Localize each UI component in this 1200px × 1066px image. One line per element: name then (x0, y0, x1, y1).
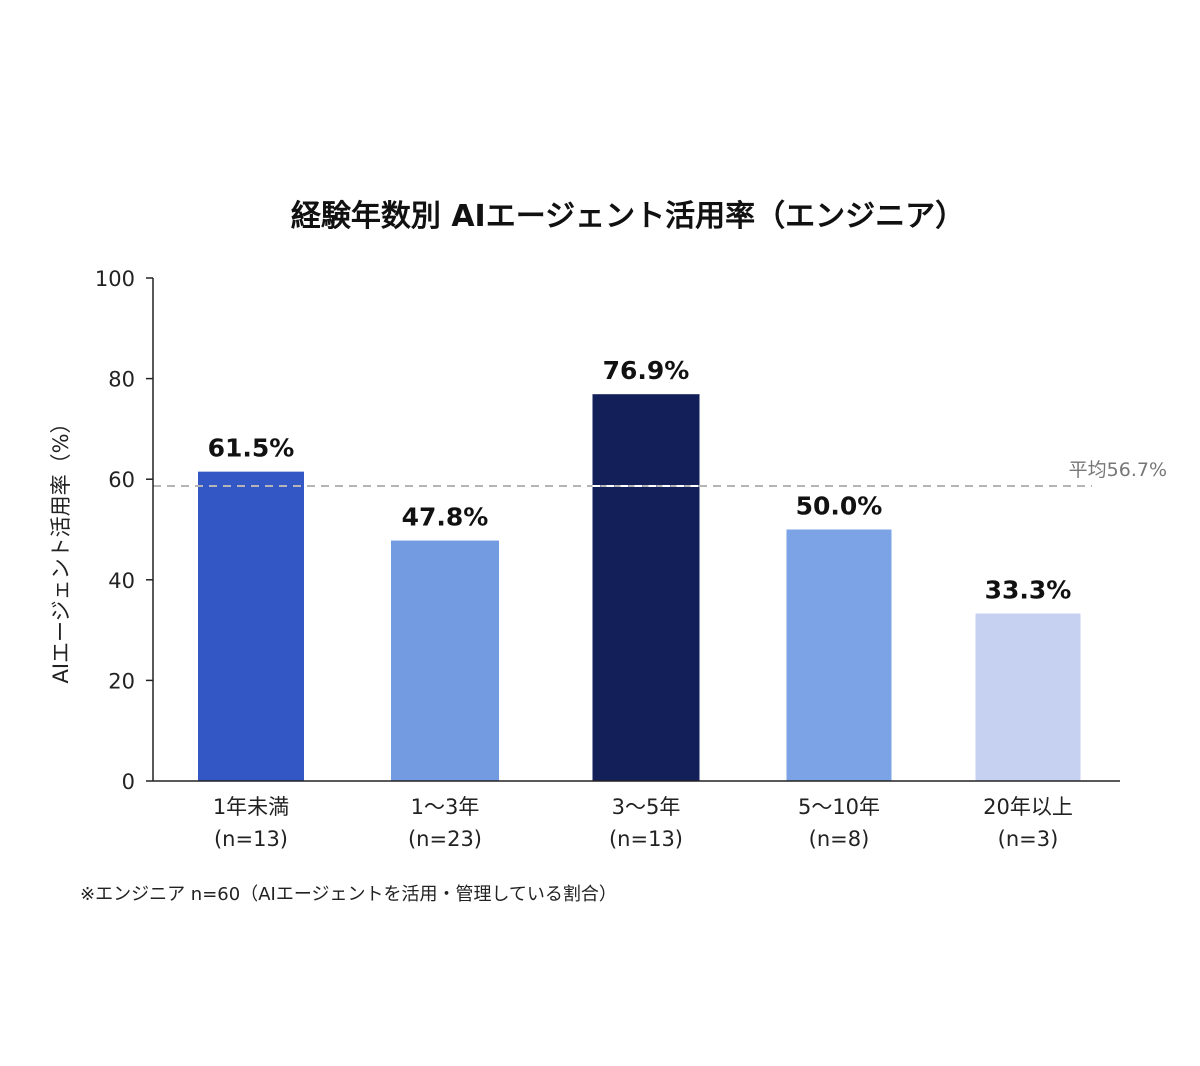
bar (786, 529, 892, 781)
y-axis-label: AIエージェント活用率（%） (49, 412, 73, 683)
bar (198, 471, 304, 781)
sample-size-label: (n=8) (809, 827, 870, 851)
chart-title: 経験年数別 AIエージェント活用率（エンジニア） (291, 199, 965, 234)
bar (592, 394, 700, 781)
bar (975, 613, 1081, 781)
sample-size-label: (n=3) (998, 827, 1059, 851)
y-tick-label: 80 (108, 368, 135, 392)
sample-size-label: (n=13) (609, 827, 683, 851)
y-tick-label: 0 (122, 770, 135, 794)
bar-value-label: 47.8% (402, 503, 489, 532)
x-axis-labels: 1年未満 (n=13) 1〜3年 (n=23) 3〜5年 (n=13) 5〜10年 (n=8)… (213, 795, 1073, 851)
bars: 61.5% 47.8% 76.9% 50.0% 33.3% (198, 356, 1081, 781)
category-label: 3〜5年 (612, 795, 681, 819)
category-label: 1〜3年 (411, 795, 480, 819)
y-tick-label: 20 (108, 669, 135, 693)
bar-value-label: 76.9% (603, 356, 690, 385)
bar-value-label: 33.3% (985, 576, 1072, 605)
y-tick-label: 100 (95, 267, 135, 291)
average-label: 平均56.7% (1069, 459, 1167, 481)
sample-size-label: (n=13) (214, 827, 288, 851)
bar-value-label: 50.0% (796, 492, 883, 521)
y-tick-label: 60 (108, 468, 135, 492)
y-axis-ticks: 0 20 40 60 80 100 (95, 267, 153, 794)
category-label: 1年未満 (213, 795, 289, 819)
y-tick-label: 40 (108, 569, 135, 593)
footnote: ※エンジニア n=60（AIエージェントを活用・管理している割合） (80, 884, 617, 905)
sample-size-label: (n=23) (408, 827, 482, 851)
bar (391, 540, 499, 781)
average-line-group: 平均56.7% (153, 459, 1167, 487)
category-label: 20年以上 (983, 795, 1073, 819)
category-label: 5〜10年 (798, 795, 880, 819)
bar-value-label: 61.5% (208, 434, 295, 463)
